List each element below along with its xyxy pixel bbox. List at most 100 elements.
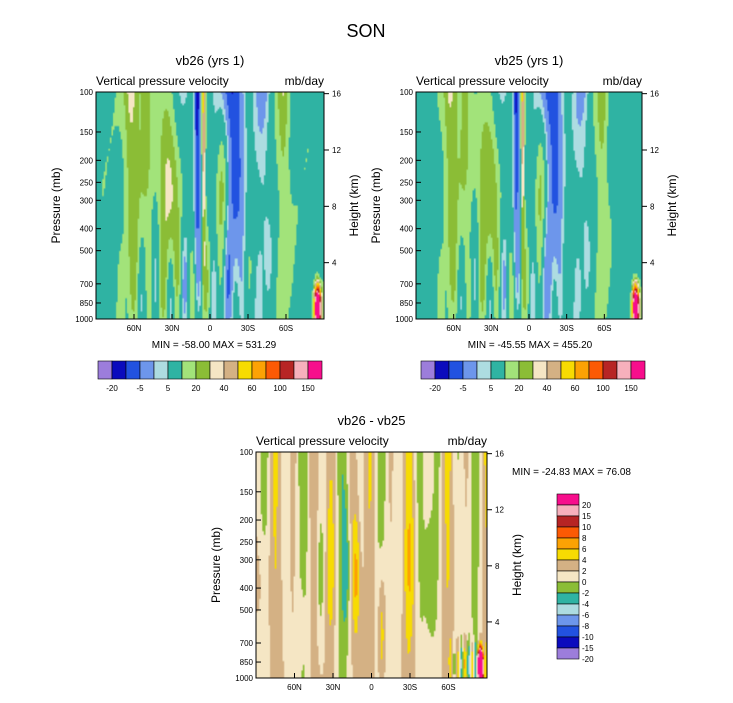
colorbar-label: -20 — [429, 384, 441, 393]
x-tick-label: 60S — [279, 324, 293, 333]
colorbar: -20 -5 5 20 40 60 100 150 — [420, 360, 646, 393]
colorbar-label: 40 — [220, 384, 229, 393]
y-tick-label: 500 — [80, 247, 94, 256]
colorbar-swatch — [139, 360, 155, 380]
contour-field — [256, 452, 487, 678]
colorbar-swatch — [556, 515, 580, 528]
colorbar-label: -6 — [582, 611, 590, 620]
colorbar-swatch — [223, 360, 239, 380]
x-tick-label: 60N — [287, 683, 302, 692]
colorbar-swatch — [556, 614, 580, 627]
colorbar-swatch — [111, 360, 127, 380]
colorbar-swatch — [237, 360, 253, 380]
x-tick-label: 0 — [208, 324, 213, 333]
x-tick-label: 60N — [127, 324, 142, 333]
colorbar-label: 150 — [301, 384, 315, 393]
height-tick-label: 12 — [650, 146, 659, 155]
y-tick-label: 200 — [80, 156, 94, 165]
height-tick-label: 8 — [495, 562, 500, 571]
right-axis-label: Height (km) — [665, 174, 679, 236]
chart-panel-vb25: vb25 (yrs 1) Vertical pressure velocity mb… — [369, 53, 679, 393]
y-tick-label: 150 — [80, 128, 94, 137]
y-axis-label: Pressure (mb) — [369, 167, 383, 243]
colorbar-label: -20 — [582, 655, 594, 664]
y-tick-label: 1000 — [395, 315, 413, 324]
y-tick-label: 250 — [80, 178, 94, 187]
y-tick-label: 850 — [240, 658, 254, 667]
colorbar-swatch — [448, 360, 464, 380]
left-subtitle: Vertical pressure velocity — [96, 74, 229, 88]
colorbar: -20 -5 5 20 40 60 100 150 — [97, 360, 323, 393]
left-subtitle: Vertical pressure velocity — [256, 434, 389, 448]
y-tick-label: 400 — [400, 225, 414, 234]
right-subtitle: mb/day — [603, 74, 642, 88]
height-tick-label: 12 — [332, 146, 341, 155]
colorbar-swatch — [556, 581, 580, 594]
colorbar-swatch — [588, 360, 604, 380]
colorbar-swatch — [97, 360, 113, 380]
x-tick-label: 30N — [484, 324, 499, 333]
colorbar-swatch — [532, 360, 548, 380]
y-tick-label: 300 — [80, 196, 94, 205]
colorbar-label: 40 — [543, 384, 552, 393]
colorbar-swatch — [556, 603, 580, 616]
x-tick-label: 30S — [560, 324, 574, 333]
right-axis-label: Height (km) — [510, 534, 524, 596]
y-tick-label: 100 — [400, 88, 414, 97]
colorbar-swatch — [556, 548, 580, 561]
height-tick-label: 4 — [650, 259, 655, 268]
y-tick-label: 1000 — [235, 674, 253, 683]
x-tick-label: 30N — [165, 324, 180, 333]
left-subtitle: Vertical pressure velocity — [416, 74, 549, 88]
colorbar-label: 4 — [582, 556, 587, 565]
y-tick-label: 100 — [240, 448, 254, 457]
chart-panel-vb26: vb26 (yrs 1) Vertical pressure velocity mb… — [49, 53, 361, 393]
colorbar-label: 100 — [596, 384, 610, 393]
y-tick-label: 500 — [400, 247, 414, 256]
colorbar-swatch — [195, 360, 211, 380]
x-tick-label: 0 — [527, 324, 532, 333]
colorbar-swatch — [153, 360, 169, 380]
colorbar-swatch — [265, 360, 281, 380]
chart-title: vb26 - vb25 — [338, 413, 406, 428]
colorbar-swatch — [556, 504, 580, 517]
height-tick-label: 12 — [495, 506, 504, 515]
y-tick-label: 400 — [80, 225, 94, 234]
colorbar-label: -5 — [136, 384, 144, 393]
colorbar-swatch — [293, 360, 309, 380]
right-axis-label: Height (km) — [347, 174, 361, 236]
colorbar-swatch — [556, 537, 580, 550]
x-tick-label: 60S — [441, 683, 455, 692]
colorbar-swatch — [546, 360, 562, 380]
colorbar-swatch — [420, 360, 436, 380]
height-tick-label: 4 — [332, 259, 337, 268]
y-tick-label: 500 — [240, 606, 254, 615]
y-tick-label: 200 — [240, 516, 254, 525]
colorbar-label: 20 — [515, 384, 524, 393]
colorbar-swatch — [560, 360, 576, 380]
colorbar-label: 15 — [582, 512, 591, 521]
colorbar-swatch — [556, 570, 580, 583]
y-tick-label: 300 — [400, 196, 414, 205]
colorbar-swatch — [574, 360, 590, 380]
x-tick-label: 60S — [597, 324, 611, 333]
height-tick-label: 8 — [332, 202, 337, 211]
colorbar-label: 10 — [582, 523, 591, 532]
colorbar-label: -8 — [582, 622, 590, 631]
min-max-stats: MIN = -45.55 MAX = 455.20 — [468, 340, 593, 351]
colorbar-label: 100 — [273, 384, 287, 393]
colorbar-swatch — [279, 360, 295, 380]
y-tick-label: 150 — [400, 128, 414, 137]
x-tick-label: 0 — [369, 683, 374, 692]
colorbar-label: 150 — [624, 384, 638, 393]
y-tick-label: 850 — [80, 299, 94, 308]
colorbar-label: 5 — [489, 384, 494, 393]
colorbar-label: 8 — [582, 534, 587, 543]
x-tick-label: 30S — [403, 683, 417, 692]
y-tick-label: 200 — [400, 156, 414, 165]
colorbar-swatch — [504, 360, 520, 380]
colorbar-swatch — [167, 360, 183, 380]
contour-field — [416, 92, 642, 319]
